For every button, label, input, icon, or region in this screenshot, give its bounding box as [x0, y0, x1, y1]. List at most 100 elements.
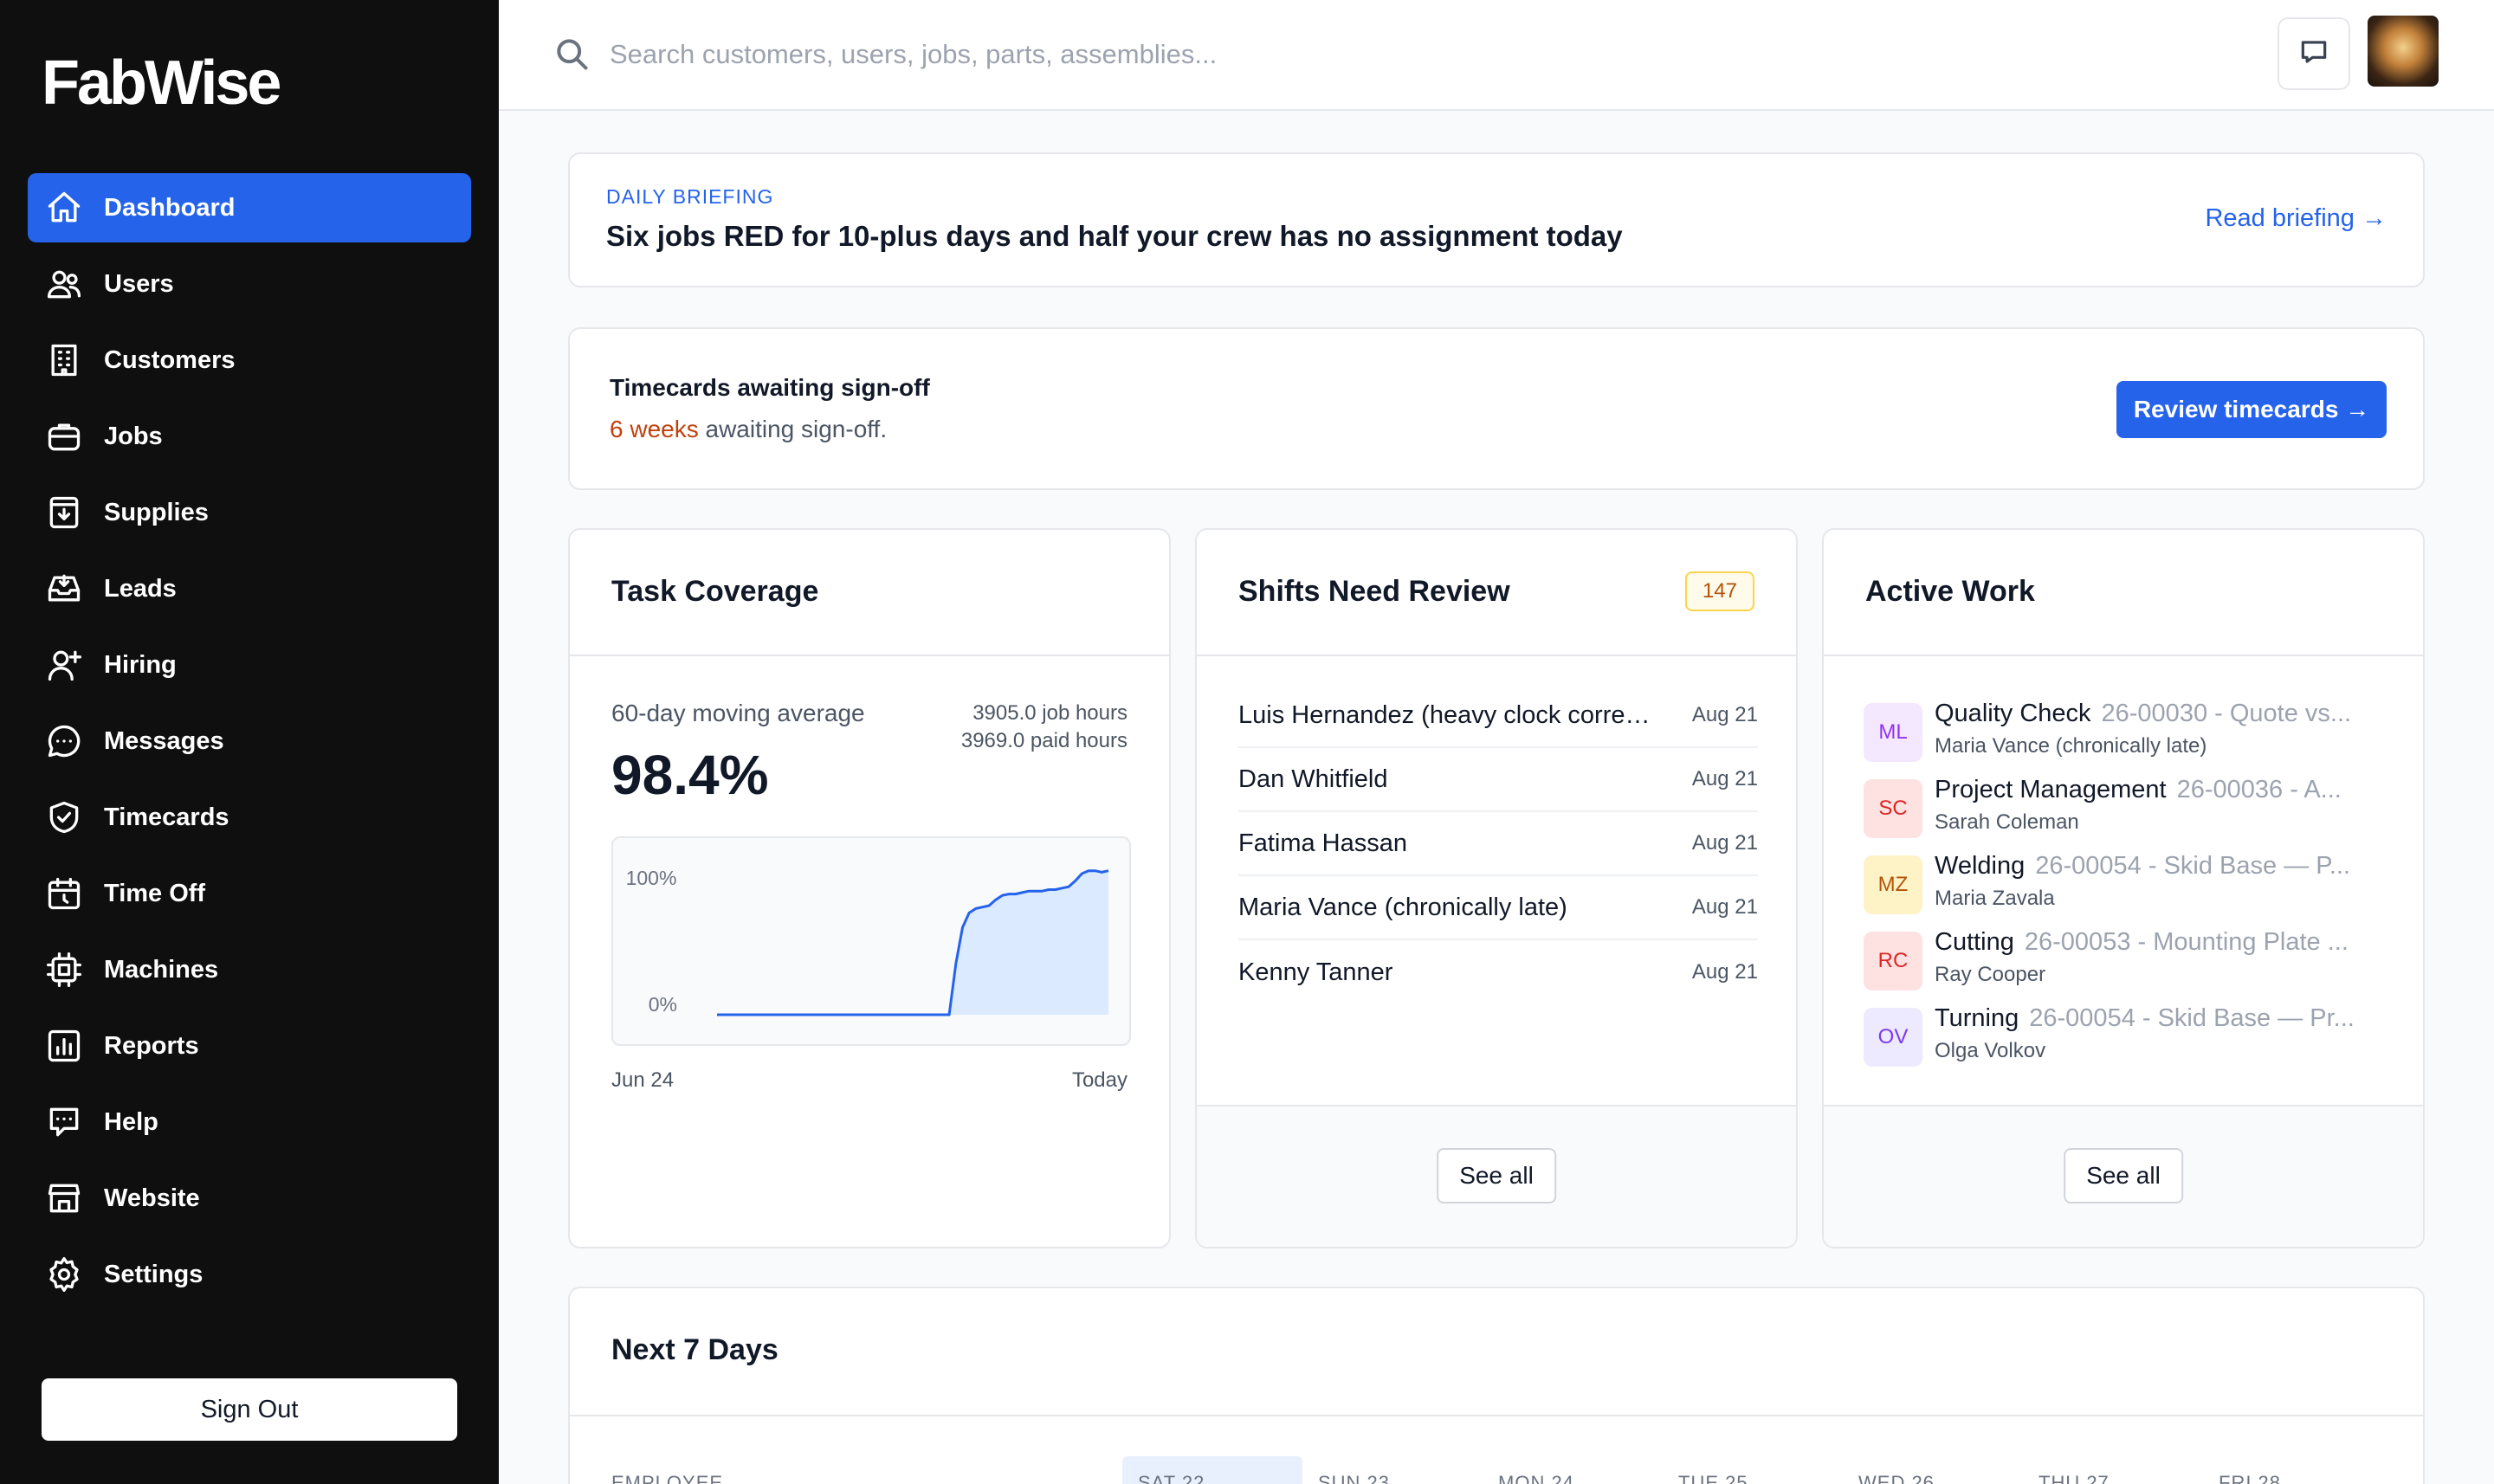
- sidebar-item-customers[interactable]: Customers: [28, 326, 471, 395]
- work-person: Maria Zavala: [1935, 887, 2055, 910]
- coverage-line: [717, 869, 1109, 1016]
- sidebar-item-messages[interactable]: Messages: [28, 707, 471, 776]
- messages-button[interactable]: [2278, 17, 2350, 90]
- list-item[interactable]: OV Turning 26-00054 - Skid Base — Pr... O…: [1864, 1004, 2394, 1081]
- list-item[interactable]: Kenny Tanner Aug 21: [1238, 940, 1758, 1004]
- column-header-day: FRI 28: [2219, 1472, 2282, 1484]
- sidebar-item-label: Hiring: [104, 650, 177, 679]
- work-person: Olga Volkov: [1935, 1039, 2046, 1062]
- coverage-hours: 3905.0 job hours 3969.0 paid hours: [961, 700, 1127, 755]
- archive-down-icon: [43, 492, 85, 533]
- sidebar-item-help[interactable]: Help: [28, 1087, 471, 1157]
- shift-date: Aug 21: [1691, 895, 1758, 919]
- column-header-day: MON 24: [1498, 1472, 1574, 1484]
- work-person: Maria Vance (chronically late): [1935, 734, 2207, 758]
- work-title: Quality Check 26-00030 - Quote vs...: [1935, 700, 2394, 728]
- active-work-card: Active Work ML Quality Check 26-00030 - Q…: [1822, 528, 2425, 1248]
- timecards-highlight: 6 weeks: [610, 416, 699, 442]
- list-item[interactable]: Maria Vance (chronically late) Aug 21: [1238, 876, 1758, 940]
- user-plus-icon: [43, 644, 85, 686]
- chat-bubble-icon: [43, 720, 85, 762]
- see-all-shifts-button[interactable]: See all: [1437, 1148, 1556, 1203]
- sidebar-item-label: Timecards: [104, 803, 229, 831]
- briefing-eyebrow: DAILY BRIEFING: [606, 185, 774, 208]
- paid-hours: 3969.0 paid hours: [960, 729, 1127, 752]
- column-header-day: TUE 25: [1678, 1472, 1748, 1484]
- calendar-clock-icon: [43, 873, 85, 914]
- column-header-day: SUN 23: [1318, 1472, 1391, 1484]
- x-axis-end: Today: [1071, 1068, 1127, 1092]
- today-column-highlight: [1122, 1456, 1302, 1484]
- briefcase-icon: [43, 416, 85, 457]
- search-input[interactable]: [610, 26, 2082, 83]
- sidebar-item-label: Machines: [104, 955, 219, 984]
- shift-date: Aug 21: [1691, 767, 1758, 790]
- list-item[interactable]: Dan Whitfield Aug 21: [1238, 748, 1758, 812]
- sidebar-item-timecards[interactable]: Timecards: [28, 783, 471, 852]
- sidebar-item-label: Help: [104, 1107, 158, 1136]
- work-job: 26-00053 - Mounting Plate ...: [2024, 928, 2349, 956]
- column-header-employee: EMPLOYEE: [611, 1472, 724, 1484]
- work-job: 26-00054 - Skid Base — P...: [2035, 852, 2351, 880]
- sidebar-item-machines[interactable]: Machines: [28, 935, 471, 1004]
- sidebar-item-label: Settings: [104, 1260, 204, 1288]
- list-item[interactable]: Fatima Hassan Aug 21: [1238, 812, 1758, 876]
- building-icon: [43, 339, 85, 381]
- briefing-headline: Six jobs RED for 10-plus days and half y…: [606, 220, 1623, 252]
- shift-employee: Maria Vance (chronically late): [1238, 893, 1567, 921]
- read-briefing-link[interactable]: Read briefing →: [2205, 204, 2387, 232]
- shift-date: Aug 21: [1691, 831, 1758, 855]
- sidebar-item-label: Messages: [104, 726, 224, 755]
- work-task: Project Management: [1935, 776, 2167, 803]
- sidebar-item-settings[interactable]: Settings: [28, 1240, 471, 1309]
- see-all-work-button[interactable]: See all: [2064, 1148, 2183, 1203]
- daily-briefing-card: DAILY BRIEFING Six jobs RED for 10-plus …: [568, 152, 2425, 287]
- work-job: 26-00054 - Skid Base — Pr...: [2029, 1004, 2355, 1032]
- gear-icon: [43, 1254, 85, 1295]
- shift-employee: Luis Hernandez (heavy clock correction): [1238, 700, 1654, 729]
- panel-footer: See all: [1824, 1105, 2423, 1247]
- work-task: Turning: [1935, 1004, 2019, 1032]
- review-timecards-button[interactable]: Review timecards →: [2116, 381, 2387, 438]
- sidebar-item-leads[interactable]: Leads: [28, 554, 471, 623]
- timecards-rest: awaiting sign-off.: [698, 416, 888, 442]
- sidebar-nav: Dashboard Users Customers Jobs Supplies …: [28, 173, 471, 1316]
- divider: [570, 1415, 2423, 1416]
- task-coverage-card: Task Coverage 60-day moving average 98.4…: [568, 528, 1171, 1248]
- list-item[interactable]: Luis Hernandez (heavy clock correction) …: [1238, 684, 1758, 748]
- count-badge: 147: [1684, 571, 1754, 611]
- work-title: Cutting 26-00053 - Mounting Plate ...: [1935, 928, 2394, 957]
- sidebar-item-website[interactable]: Website: [28, 1164, 471, 1233]
- sidebar-item-label: Users: [104, 269, 174, 298]
- sidebar-item-jobs[interactable]: Jobs: [28, 402, 471, 471]
- sign-out-button[interactable]: Sign Out: [42, 1378, 457, 1441]
- user-avatar[interactable]: [2368, 16, 2439, 87]
- sidebar-item-reports[interactable]: Reports: [28, 1011, 471, 1081]
- panel-header: Shifts Need Review 147: [1197, 530, 1796, 656]
- sidebar-item-dashboard[interactable]: Dashboard: [28, 173, 471, 242]
- sidebar-item-users[interactable]: Users: [28, 249, 471, 319]
- sidebar-item-label: Time Off: [104, 879, 206, 907]
- work-title: Project Management 26-00036 - A...: [1935, 776, 2394, 804]
- chat-icon: [2297, 35, 2330, 73]
- work-title: Turning 26-00054 - Skid Base — Pr...: [1935, 1004, 2394, 1033]
- work-job: 26-00036 - A...: [2176, 776, 2342, 803]
- sidebar-item-hiring[interactable]: Hiring: [28, 630, 471, 700]
- top-bar: [499, 0, 2494, 111]
- cpu-icon: [43, 949, 85, 990]
- list-item[interactable]: RC Cutting 26-00053 - Mounting Plate ... …: [1864, 928, 2394, 1004]
- y-tick-label: 100%: [626, 867, 677, 889]
- sidebar-item-label: Reports: [104, 1031, 199, 1060]
- app-logo[interactable]: FabWise: [42, 48, 281, 118]
- list-item[interactable]: MZ Welding 26-00054 - Skid Base — P... Ma…: [1864, 852, 2394, 928]
- help-chat-icon: [43, 1101, 85, 1143]
- panel-header: Active Work: [1824, 530, 2423, 656]
- list-item[interactable]: ML Quality Check 26-00030 - Quote vs... M…: [1864, 700, 2394, 776]
- coverage-value: 98.4%: [611, 744, 769, 806]
- sidebar-item-supplies[interactable]: Supplies: [28, 478, 471, 547]
- list-item[interactable]: SC Project Management 26-00036 - A... Sar…: [1864, 776, 2394, 852]
- work-person: Sarah Coleman: [1935, 810, 2079, 834]
- sidebar-item-time-off[interactable]: Time Off: [28, 859, 471, 928]
- work-task: Cutting: [1935, 928, 2014, 956]
- shift-employee: Dan Whitfield: [1238, 765, 1388, 793]
